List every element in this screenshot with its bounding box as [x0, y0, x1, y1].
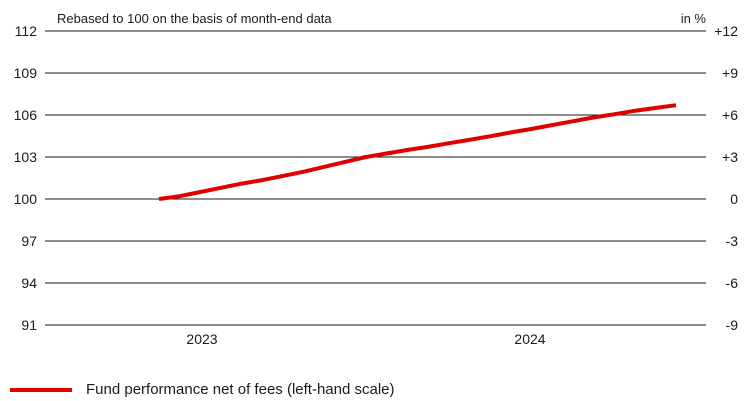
left-tick-label: 97	[21, 233, 37, 249]
series-layer	[158, 103, 677, 201]
right-tick-label: -6	[726, 275, 739, 291]
right-axis-tick-labels: +12 +9 +6 +3 0 -3 -6 -9	[714, 23, 738, 333]
left-tick-label: 91	[21, 317, 37, 333]
legend-swatch	[10, 387, 72, 392]
right-tick-label: -9	[726, 317, 739, 333]
left-axis-tick-labels: 112 109 106 103 100 97 94 91	[14, 23, 38, 333]
right-axis-unit: in %	[680, 11, 706, 26]
x-axis-tick-labels: 2023 2024	[186, 331, 545, 347]
left-tick-label: 112	[15, 23, 38, 39]
gridlines	[45, 30, 706, 326]
right-tick-label: +9	[722, 65, 738, 81]
left-tick-label: 94	[21, 275, 37, 291]
left-tick-label: 106	[14, 107, 38, 123]
right-tick-label: +3	[722, 149, 738, 165]
left-tick-label: 100	[14, 191, 38, 207]
series-line	[158, 103, 677, 201]
x-tick-label: 2024	[514, 331, 545, 347]
right-tick-label: +12	[714, 23, 738, 39]
left-tick-label: 109	[14, 65, 38, 81]
right-tick-label: +6	[722, 107, 738, 123]
x-tick-label: 2023	[186, 331, 217, 347]
legend: Fund performance net of fees (left-hand …	[10, 381, 395, 398]
right-tick-label: -3	[726, 233, 739, 249]
chart-subtitle: Rebased to 100 on the basis of month-end…	[57, 11, 332, 26]
left-tick-label: 103	[14, 149, 38, 165]
right-tick-label: 0	[730, 191, 738, 207]
legend-label: Fund performance net of fees (left-hand …	[86, 381, 395, 398]
